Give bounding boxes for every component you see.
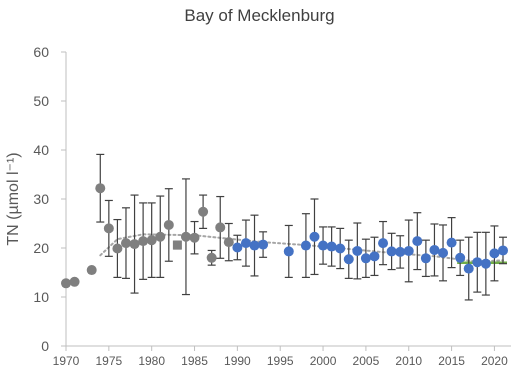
data-point <box>69 276 80 287</box>
data-point <box>232 242 243 253</box>
data-point <box>455 252 466 263</box>
data-point <box>129 239 140 250</box>
data-point <box>395 246 406 257</box>
x-tick-label: 2020 <box>481 354 508 368</box>
x-tick-label: 1990 <box>224 354 251 368</box>
y-tick-label: 50 <box>33 93 49 109</box>
data-markers <box>61 183 508 289</box>
x-tick-label: 2015 <box>438 354 465 368</box>
data-point <box>103 223 114 234</box>
data-point <box>155 231 166 242</box>
data-point <box>369 251 380 262</box>
x-tick-label: 2010 <box>395 354 422 368</box>
y-tick-label: 60 <box>33 44 49 60</box>
data-point <box>189 232 200 243</box>
data-point <box>112 243 123 254</box>
data-point <box>198 206 209 217</box>
x-tick-label: 1970 <box>53 354 80 368</box>
chart-title: Bay of Mecklenburg <box>184 6 335 25</box>
x-tick-label: 1995 <box>267 354 294 368</box>
data-point <box>335 243 346 254</box>
data-point <box>412 236 423 247</box>
data-point <box>258 239 269 250</box>
data-point <box>498 245 508 256</box>
data-point <box>163 219 174 230</box>
data-point <box>403 245 414 256</box>
data-point <box>138 236 149 247</box>
data-point <box>249 240 260 251</box>
x-tick-label: 1980 <box>138 354 165 368</box>
y-tick-label: 0 <box>41 338 49 354</box>
data-point <box>146 235 157 246</box>
data-point <box>180 231 191 242</box>
data-point <box>283 246 294 257</box>
data-point <box>360 253 371 264</box>
data-point <box>352 245 363 256</box>
y-tick-label: 30 <box>33 191 49 207</box>
data-point <box>378 238 389 249</box>
x-tick-label: 2005 <box>353 354 380 368</box>
error-bars <box>62 153 507 301</box>
axes: 0 10 20 30 40 50 60 1970 1975 1980 1985 1990 1995 200… <box>33 44 511 368</box>
data-point <box>206 252 217 263</box>
y-axis-label: TN (µmol l⁻¹) <box>5 152 22 245</box>
x-tick-label: 1985 <box>181 354 208 368</box>
x-tick-label: 2000 <box>310 354 337 368</box>
data-point <box>420 253 431 264</box>
data-point <box>326 241 337 252</box>
data-point <box>309 231 320 242</box>
x-tick-label: 1975 <box>95 354 122 368</box>
data-point <box>429 244 440 255</box>
y-tick-label: 40 <box>33 142 49 158</box>
data-point <box>446 237 457 248</box>
data-point <box>480 258 491 269</box>
data-point <box>386 246 397 257</box>
data-point <box>223 237 234 248</box>
data-point <box>300 240 311 251</box>
y-tick-label: 10 <box>33 289 49 305</box>
y-tick-label: 20 <box>33 240 49 256</box>
data-point <box>463 263 474 274</box>
data-point <box>318 240 329 251</box>
data-point <box>438 247 449 258</box>
data-point <box>489 248 500 259</box>
data-point <box>240 238 251 249</box>
data-point-square <box>172 240 182 250</box>
data-point <box>472 257 483 268</box>
data-point <box>61 278 71 289</box>
data-point <box>95 183 106 194</box>
data-point <box>86 265 97 276</box>
data-point <box>120 238 131 249</box>
data-point <box>215 222 226 233</box>
data-point <box>343 254 354 265</box>
